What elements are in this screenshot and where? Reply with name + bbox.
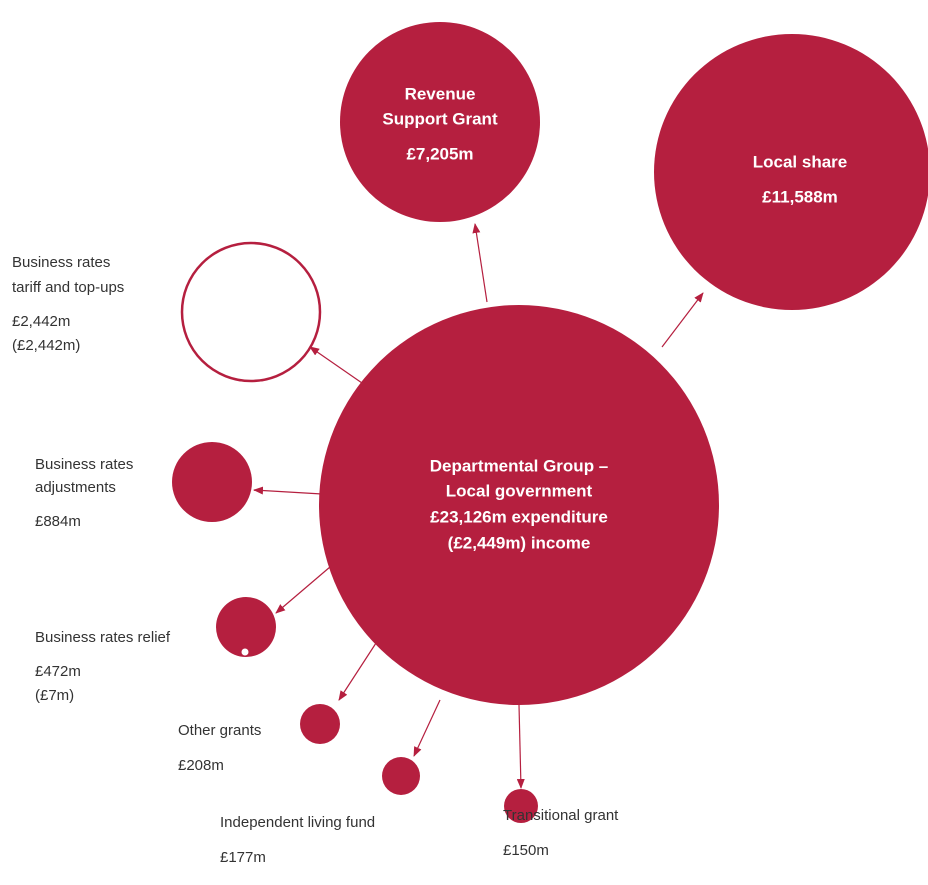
label: Revenue bbox=[405, 84, 476, 103]
arrow bbox=[275, 560, 338, 614]
amount: £150m bbox=[503, 842, 549, 859]
amount: (£7m) bbox=[35, 687, 74, 704]
arrow bbox=[661, 292, 704, 348]
arrows bbox=[253, 223, 704, 789]
bubbles bbox=[172, 22, 928, 823]
label: Local government bbox=[446, 481, 593, 500]
label: Business rates bbox=[35, 456, 133, 473]
label: £23,126m expenditure bbox=[430, 507, 608, 526]
amount: £11,588m bbox=[762, 187, 838, 206]
amount: £2,442m bbox=[12, 313, 70, 330]
arrow bbox=[338, 639, 379, 701]
label: Support Grant bbox=[382, 109, 498, 128]
label: tariff and top-ups bbox=[12, 279, 124, 296]
bubble bbox=[654, 34, 928, 310]
label: Business rates relief bbox=[35, 629, 171, 646]
label: (£2,449m) income bbox=[448, 533, 591, 552]
amount: (£2,442m) bbox=[12, 337, 80, 354]
bubble bbox=[340, 22, 540, 222]
label: Departmental Group – bbox=[430, 456, 609, 475]
label: Business rates bbox=[12, 254, 110, 271]
amount: £208m bbox=[178, 757, 224, 774]
label: adjustments bbox=[35, 479, 116, 496]
arrow bbox=[309, 346, 363, 384]
label: Local share bbox=[753, 152, 848, 171]
amount: £7,205m bbox=[406, 144, 473, 163]
bubble-center bbox=[319, 305, 719, 705]
bubble bbox=[504, 789, 538, 823]
bubble-dot bbox=[241, 648, 249, 656]
bubble bbox=[172, 442, 252, 522]
bubble bbox=[300, 704, 340, 744]
amount: £884m bbox=[35, 513, 81, 530]
amount: £472m bbox=[35, 663, 81, 680]
labels: Departmental Group – Local government £2… bbox=[12, 84, 847, 865]
arrow bbox=[253, 486, 323, 495]
arrow bbox=[516, 704, 525, 789]
label: Other grants bbox=[178, 722, 261, 739]
bubble bbox=[382, 757, 420, 795]
label: Transitional grant bbox=[503, 807, 619, 824]
bubble bbox=[216, 597, 276, 657]
arrow bbox=[413, 699, 441, 757]
bubble-outline bbox=[180, 241, 322, 383]
label: Independent living fund bbox=[220, 814, 375, 831]
amount: £177m bbox=[220, 849, 266, 866]
arrow bbox=[472, 223, 488, 303]
